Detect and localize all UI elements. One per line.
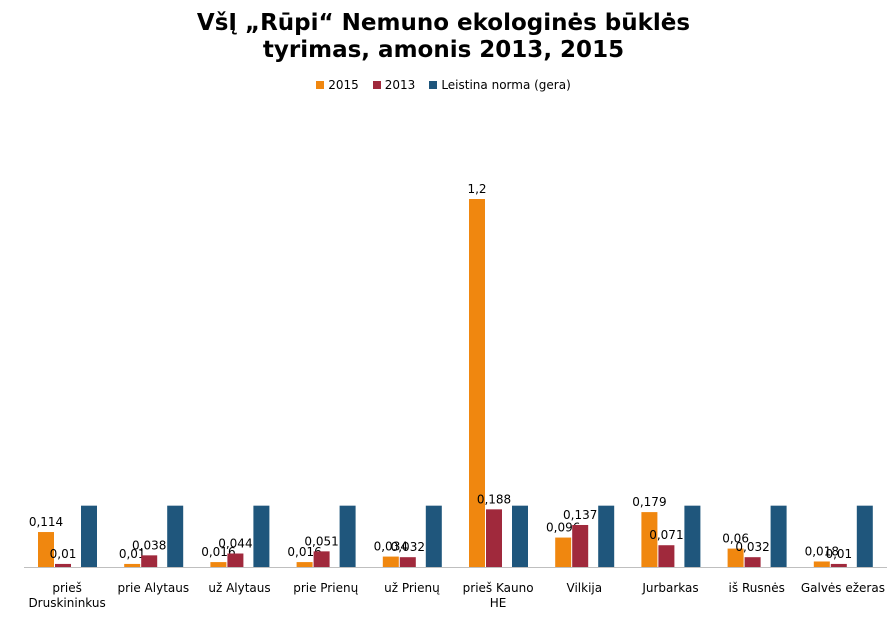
chart-title-line-2: tyrimas, amonis 2013, 2015 <box>262 37 625 63</box>
category-label-7-line-0: Jurbarkas <box>641 581 698 595</box>
legend-swatch-2015 <box>316 81 325 89</box>
data-label-series-1-cat-9: 0,01 <box>825 547 852 561</box>
bar-series-0-cat-3 <box>296 562 313 567</box>
legend-swatch-2013 <box>372 81 381 89</box>
data-label-series-0-cat-2: 0,016 <box>201 545 235 559</box>
data-label-series-1-cat-5: 0,188 <box>477 492 511 506</box>
bar-series-1-cat-6 <box>572 524 589 567</box>
category-label-0-line-1: Druskininkus <box>28 596 105 610</box>
data-label-series-0-cat-7: 0,179 <box>632 495 666 509</box>
category-label-0-line-0: prieš <box>52 581 82 595</box>
category-label-9-line-0: Galvės ežeras <box>801 581 885 595</box>
bar-series-1-cat-3 <box>313 551 330 567</box>
data-label-series-0-cat-8: 0,06 <box>722 532 749 546</box>
bar-series-2-cat-7 <box>684 505 701 567</box>
data-label-series-1-cat-4: 0,032 <box>391 540 425 554</box>
data-label-series-1-cat-6: 0,137 <box>563 508 597 522</box>
bar-series-0-cat-1 <box>124 563 141 567</box>
bar-series-0-cat-2 <box>210 562 227 567</box>
legend-item-2013: 2013 <box>372 78 416 92</box>
category-label-5-line-0: prieš Kauno <box>463 581 534 595</box>
bar-series-0-cat-8 <box>727 548 744 567</box>
bar-series-1-cat-4 <box>399 557 416 567</box>
bar-series-0-cat-0 <box>38 532 54 567</box>
legend-label-norma: Leistina norma (gera) <box>441 78 571 92</box>
legend-swatch-norma <box>429 81 438 89</box>
bar-series-2-cat-8 <box>770 505 787 567</box>
category-label-4-line-0: už Prienų <box>384 581 440 595</box>
data-label-series-1-cat-7: 0,071 <box>649 528 683 542</box>
legend-item-2015: 2015 <box>316 78 359 92</box>
data-label-series-1-cat-2: 0,044 <box>218 537 252 551</box>
bar-series-2-cat-6 <box>598 505 615 567</box>
data-label-series-0-cat-5: 1,2 <box>467 182 486 196</box>
bar-series-2-cat-9 <box>856 505 873 567</box>
legend-label-2015: 2015 <box>328 78 359 92</box>
category-label-2-line-0: už Alytaus <box>208 581 270 595</box>
category-label-6-line-0: Vilkija <box>567 581 603 595</box>
bar-series-0-cat-5 <box>469 199 485 567</box>
bar-series-2-cat-0 <box>81 505 97 567</box>
bar-series-1-cat-5 <box>486 509 502 567</box>
bar-series-0-cat-4 <box>382 556 399 567</box>
data-label-series-0-cat-3: 0,016 <box>287 545 321 559</box>
category-label-3-line-0: prie Prienų <box>293 581 358 595</box>
legend-label-2013: 2013 <box>384 78 416 92</box>
bar-series-2-cat-5 <box>512 505 528 567</box>
bar-series-0-cat-6 <box>555 537 572 567</box>
bar-series-0-cat-7 <box>641 512 658 567</box>
category-label-8-line-0: iš Rusnės <box>729 581 785 595</box>
data-label-series-0-cat-6: 0,096 <box>546 521 580 535</box>
bar-series-1-cat-1 <box>141 555 158 567</box>
bar-series-1-cat-9 <box>830 563 847 567</box>
chart-title-line-1: VšĮ „Rūpi“ Nemuno ekologinės būklės <box>196 10 691 36</box>
data-label-series-0-cat-0: 0,114 <box>29 515 63 529</box>
bar-series-2-cat-2 <box>253 505 270 567</box>
bar-series-1-cat-7 <box>658 545 675 567</box>
bar-series-2-cat-4 <box>425 505 442 567</box>
data-label-series-1-cat-1: 0,038 <box>132 538 166 552</box>
bar-series-1-cat-8 <box>744 557 761 567</box>
category-label-5-line-1: HE <box>490 596 507 610</box>
category-label-1-line-0: prie Alytaus <box>117 581 189 595</box>
data-label-series-1-cat-0: 0,01 <box>50 547 77 561</box>
bar-series-2-cat-1 <box>167 505 184 567</box>
data-label-series-1-cat-3: 0,051 <box>304 534 338 548</box>
bar-series-0-cat-9 <box>813 561 830 567</box>
bar-series-2-cat-3 <box>339 505 356 567</box>
bar-series-1-cat-2 <box>227 553 244 567</box>
chart-legend: 2015 2013 Leistina norma (gera) <box>0 78 887 92</box>
data-label-series-1-cat-8: 0,032 <box>735 540 769 554</box>
data-label-series-0-cat-9: 0,018 <box>805 544 839 558</box>
data-label-series-0-cat-4: 0,034 <box>374 540 408 554</box>
data-label-series-0-cat-1: 0,01 <box>119 547 146 561</box>
legend-item-norma: Leistina norma (gera) <box>429 78 571 92</box>
bar-series-1-cat-0 <box>55 563 71 567</box>
